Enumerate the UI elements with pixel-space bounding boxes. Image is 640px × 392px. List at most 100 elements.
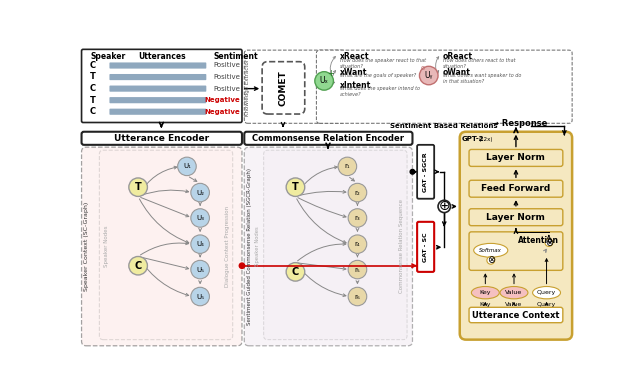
Text: Attention: Attention <box>518 236 559 245</box>
Text: r₃: r₃ <box>355 215 360 221</box>
Text: GPT-2: GPT-2 <box>461 136 484 142</box>
Text: r₆: r₆ <box>355 294 360 299</box>
FancyBboxPatch shape <box>81 132 242 145</box>
Circle shape <box>348 260 367 279</box>
Text: Feed Forward: Feed Forward <box>481 184 550 193</box>
Text: r₅: r₅ <box>355 267 360 272</box>
Text: oReact: oReact <box>443 53 473 62</box>
Circle shape <box>129 256 147 275</box>
Text: T: T <box>90 96 96 105</box>
Circle shape <box>191 235 209 253</box>
Circle shape <box>338 157 356 176</box>
Text: Speaker Nodes: Speaker Nodes <box>255 227 260 266</box>
Text: Speaker Nodes: Speaker Nodes <box>104 226 109 267</box>
Text: Commonsense Relation Sequence: Commonsense Relation Sequence <box>399 200 404 294</box>
Circle shape <box>315 72 333 90</box>
Text: ⊗: ⊗ <box>545 238 553 248</box>
Text: Dialogue Context Progression: Dialogue Context Progression <box>225 206 230 287</box>
Text: oWant: oWant <box>443 68 470 77</box>
Circle shape <box>191 287 209 306</box>
Text: Positive: Positive <box>214 62 241 69</box>
FancyBboxPatch shape <box>417 145 434 199</box>
Text: ⊗: ⊗ <box>486 255 495 265</box>
Text: Speaker Context (SC-Graph): Speaker Context (SC-Graph) <box>84 202 90 291</box>
Text: How does others react to that
situation?: How does others react to that situation? <box>443 58 515 69</box>
FancyBboxPatch shape <box>469 149 563 166</box>
FancyBboxPatch shape <box>244 147 412 346</box>
FancyBboxPatch shape <box>109 74 206 80</box>
Circle shape <box>410 169 415 174</box>
Text: r₁: r₁ <box>344 163 350 169</box>
Text: +: + <box>327 69 334 78</box>
Circle shape <box>348 209 367 227</box>
FancyBboxPatch shape <box>469 180 563 197</box>
Text: (12x): (12x) <box>478 137 493 142</box>
Text: o: o <box>420 65 425 71</box>
Circle shape <box>178 157 196 176</box>
Circle shape <box>129 178 147 196</box>
Text: Speaker: Speaker <box>91 53 126 62</box>
Text: Uᵧ: Uᵧ <box>424 71 433 80</box>
Text: Layer Norm: Layer Norm <box>486 153 545 162</box>
Circle shape <box>191 183 209 202</box>
Text: Sentiment Based Relations: Sentiment Based Relations <box>390 123 498 129</box>
Circle shape <box>438 200 451 212</box>
Text: C: C <box>90 107 96 116</box>
Text: Key: Key <box>479 290 491 295</box>
FancyBboxPatch shape <box>109 62 206 69</box>
Text: T: T <box>292 182 299 192</box>
Text: xWant: xWant <box>340 68 367 77</box>
Text: U₁: U₁ <box>183 163 191 169</box>
Text: U₄: U₄ <box>196 241 204 247</box>
Circle shape <box>286 263 305 281</box>
Text: What does the speaker intend to
achieve?: What does the speaker intend to achieve? <box>340 86 420 97</box>
Circle shape <box>191 260 209 279</box>
Text: U₅: U₅ <box>196 267 204 272</box>
FancyBboxPatch shape <box>460 132 572 339</box>
Text: Query: Query <box>537 290 556 295</box>
Text: T: T <box>135 182 141 192</box>
Text: Knowledge Extractor: Knowledge Extractor <box>245 58 250 116</box>
Text: Commonsense Relation Encoder: Commonsense Relation Encoder <box>252 134 404 143</box>
Text: r₂: r₂ <box>355 190 360 196</box>
Text: r₄: r₄ <box>355 241 360 247</box>
Text: Key: Key <box>479 302 491 307</box>
Text: C: C <box>90 61 96 70</box>
Ellipse shape <box>472 287 499 299</box>
Text: Positive: Positive <box>214 85 241 92</box>
Text: Sentiment: Sentiment <box>213 53 258 62</box>
FancyBboxPatch shape <box>264 150 407 339</box>
Text: Utterance Context: Utterance Context <box>472 310 560 319</box>
Text: U₆: U₆ <box>196 294 204 299</box>
Circle shape <box>419 66 438 85</box>
Text: Positive: Positive <box>214 74 241 80</box>
Text: T: T <box>90 73 96 82</box>
FancyBboxPatch shape <box>109 109 206 115</box>
FancyBboxPatch shape <box>244 50 345 123</box>
Text: Uₓ: Uₓ <box>320 76 328 85</box>
Text: U₃: U₃ <box>196 215 204 221</box>
FancyBboxPatch shape <box>469 209 563 226</box>
Circle shape <box>348 183 367 202</box>
Ellipse shape <box>532 287 561 299</box>
Text: C: C <box>292 267 299 277</box>
Text: Layer Norm: Layer Norm <box>486 213 545 222</box>
FancyBboxPatch shape <box>109 85 206 92</box>
Text: ⊕: ⊕ <box>438 200 450 213</box>
Circle shape <box>348 235 367 253</box>
Text: How does the speaker react to that
situation?: How does the speaker react to that situa… <box>340 58 426 69</box>
FancyBboxPatch shape <box>109 97 206 103</box>
Text: xIntent: xIntent <box>340 81 371 90</box>
Circle shape <box>191 209 209 227</box>
FancyBboxPatch shape <box>469 232 563 270</box>
FancyBboxPatch shape <box>417 222 434 272</box>
Ellipse shape <box>500 287 528 299</box>
Text: C: C <box>90 84 96 93</box>
Text: C: C <box>134 261 141 271</box>
Text: U₂: U₂ <box>196 190 204 196</box>
Text: GAT - SGCR: GAT - SGCR <box>423 152 428 192</box>
Ellipse shape <box>474 243 508 257</box>
Text: Negative: Negative <box>205 97 241 103</box>
FancyBboxPatch shape <box>81 49 242 123</box>
Text: Utterance Encoder: Utterance Encoder <box>114 134 209 143</box>
